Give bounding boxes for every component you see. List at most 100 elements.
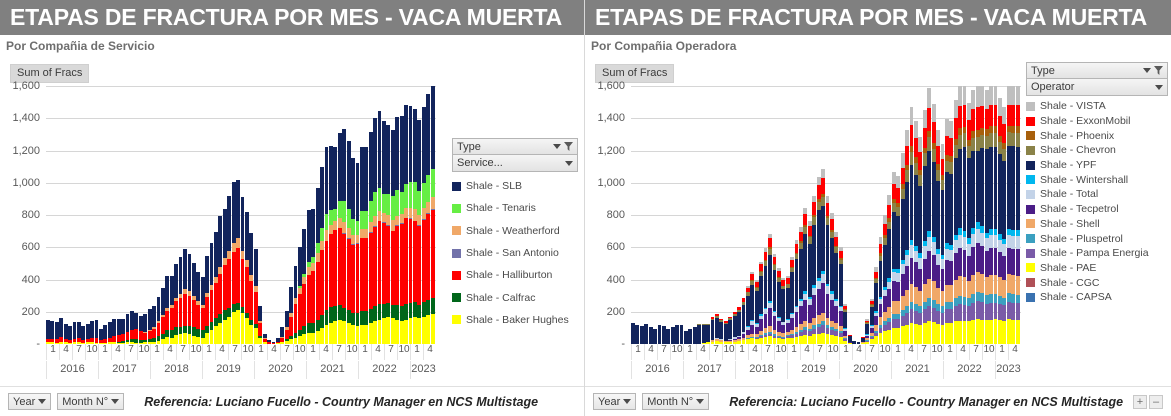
chart-bar[interactable] [790, 86, 795, 344]
chart-bar[interactable] [222, 86, 227, 344]
chart-bar[interactable] [666, 86, 671, 344]
chart-bar[interactable] [50, 86, 55, 344]
chart-bar[interactable] [688, 86, 693, 344]
chart-bar[interactable] [980, 86, 985, 344]
chart-bar[interactable] [776, 86, 781, 344]
legend-item[interactable]: Shale - ExxonMobil [1026, 114, 1168, 129]
chart-bar[interactable] [218, 86, 223, 344]
chart-bar[interactable] [253, 86, 258, 344]
chart-bar[interactable] [679, 86, 684, 344]
chart-bar[interactable] [68, 86, 72, 344]
legend-item[interactable]: Shale - YPF [1026, 158, 1168, 173]
chart-bar[interactable] [838, 86, 843, 344]
chart-bar[interactable] [59, 86, 64, 344]
chart-bar[interactable] [825, 86, 830, 344]
chart-bar[interactable] [958, 86, 963, 344]
chart-bar[interactable] [745, 86, 750, 344]
chart-bar[interactable] [289, 86, 294, 344]
legend-item[interactable]: Shale - Pluspetrol [1026, 231, 1168, 246]
chart-bar[interactable] [754, 86, 759, 344]
legend-field-operator[interactable]: Operator [1026, 79, 1168, 96]
chart-bar[interactable] [333, 86, 338, 344]
legend-field-service[interactable]: Service... [452, 155, 578, 172]
chart-bar[interactable] [785, 86, 790, 344]
chart-bar[interactable] [891, 86, 896, 344]
chart-bar[interactable] [657, 86, 662, 344]
chart-bar[interactable] [174, 86, 179, 344]
legend-item[interactable]: Shale - Tenaris [452, 197, 578, 219]
chart-bar[interactable] [421, 86, 426, 344]
chart-bar[interactable] [812, 86, 817, 344]
chart-bar[interactable] [772, 86, 777, 344]
chart-bar[interactable] [94, 86, 99, 344]
chart-bar[interactable] [670, 86, 675, 344]
legend-item[interactable]: Shale - Weatherford [452, 220, 578, 242]
chart-bar[interactable] [271, 86, 276, 344]
chart-bar[interactable] [191, 86, 196, 344]
zoom-in-button[interactable]: + [1133, 394, 1147, 409]
slicer-month-operator[interactable]: Month N° [642, 393, 710, 410]
chart-bar[interactable] [821, 86, 825, 344]
legend-item[interactable]: Shale - VISTA [1026, 99, 1168, 114]
chart-bar[interactable] [949, 86, 954, 344]
chart-bar[interactable] [816, 86, 821, 344]
chart-bar[interactable] [236, 86, 240, 344]
chart-bar[interactable] [200, 86, 205, 344]
chart-bar[interactable] [284, 86, 289, 344]
chart-bar[interactable] [692, 86, 697, 344]
chart-bar[interactable] [81, 86, 86, 344]
chart-bar[interactable] [653, 86, 657, 344]
chart-bar[interactable] [329, 86, 333, 344]
chart-bar[interactable] [351, 86, 355, 344]
chart-bar[interactable] [1015, 85, 1020, 344]
chart-bar[interactable] [390, 86, 395, 344]
chart-bar[interactable] [918, 86, 923, 344]
chart-bar[interactable] [76, 86, 81, 344]
chart-bar[interactable] [413, 86, 417, 344]
slicer-year-operator[interactable]: Year [593, 393, 637, 410]
chart-bar[interactable] [799, 86, 803, 344]
chart-bar[interactable] [732, 86, 737, 344]
chart-bar[interactable] [984, 86, 989, 344]
chart-bar[interactable] [989, 86, 993, 344]
chart-bar[interactable] [169, 86, 174, 344]
chart-bar[interactable] [962, 86, 967, 344]
chart-bar[interactable] [165, 86, 170, 344]
legend-item[interactable]: Shale - SLB [452, 175, 578, 197]
chart-bar[interactable] [900, 86, 905, 344]
chart-bar[interactable] [103, 86, 108, 344]
chart-bar[interactable] [342, 86, 347, 344]
chart-bar[interactable] [116, 86, 121, 344]
chart-bar[interactable] [829, 86, 834, 344]
chart-bar[interactable] [395, 86, 400, 344]
chart-bar[interactable] [382, 86, 386, 344]
chart-bar[interactable] [244, 86, 249, 344]
chart-bar[interactable] [121, 86, 125, 344]
chart-bar[interactable] [134, 86, 139, 344]
chart-bar[interactable] [750, 86, 755, 344]
chart-bar[interactable] [675, 86, 680, 344]
chart-bar[interactable] [298, 86, 302, 344]
chart-bar[interactable] [715, 86, 719, 344]
chart-bar[interactable] [160, 86, 165, 344]
chart-bar[interactable] [138, 86, 143, 344]
chart-bar[interactable] [661, 86, 666, 344]
chart-bar[interactable] [914, 86, 918, 344]
chart-bar[interactable] [231, 86, 236, 344]
chart-bar[interactable] [869, 86, 874, 344]
chart-bar[interactable] [794, 86, 799, 344]
chart-bar[interactable] [377, 86, 382, 344]
legend-item[interactable]: Shale - Baker Hughes [452, 309, 578, 331]
chart-bar[interactable] [227, 86, 232, 344]
legend-item[interactable]: Shale - Halliburton [452, 264, 578, 286]
chart-bar[interactable] [54, 86, 59, 344]
chart-bar[interactable] [275, 86, 280, 344]
chart-bar[interactable] [843, 86, 848, 344]
chart-bar[interactable] [399, 86, 404, 344]
chart-bar[interactable] [852, 86, 856, 344]
chart-bar[interactable] [860, 86, 865, 344]
chart-bar[interactable] [763, 86, 768, 344]
chart-bar[interactable] [648, 86, 653, 344]
chart-bar[interactable] [107, 86, 112, 344]
chart-bar[interactable] [719, 86, 724, 344]
